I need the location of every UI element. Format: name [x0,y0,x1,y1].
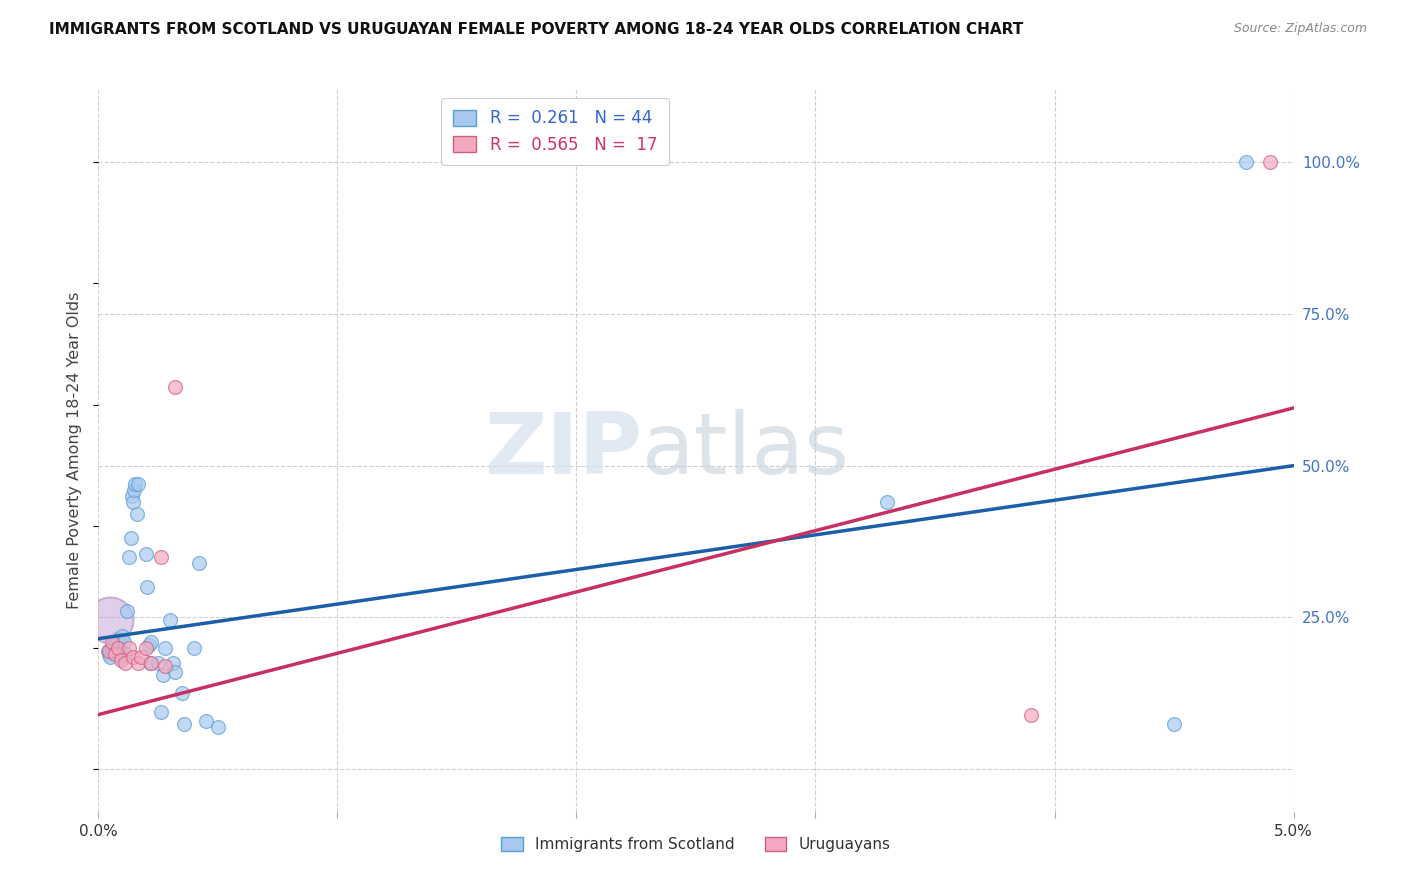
Point [118,640,141,655]
Point [152,668,174,682]
Point [136,580,159,594]
Text: ZIP: ZIP [485,409,643,492]
Y-axis label: Female Poverty Among 18-24 Year Olds: Female Poverty Among 18-24 Year Olds [67,292,83,609]
Point [187,556,209,570]
Point [155,640,177,655]
Text: IMMIGRANTS FROM SCOTLAND VS URUGUAYAN FEMALE POVERTY AMONG 18-24 YEAR OLDS CORRE: IMMIGRANTS FROM SCOTLAND VS URUGUAYAN FE… [49,22,1024,37]
Point [104,634,127,648]
Point [107,644,129,658]
Point [127,476,149,491]
Point [149,549,172,564]
Point [118,549,141,564]
Point [104,647,127,661]
Point [1019,707,1042,722]
Point [120,532,142,546]
Point [149,705,172,719]
Legend: Immigrants from Scotland, Uruguayans: Immigrants from Scotland, Uruguayans [495,830,897,858]
Point [110,653,132,667]
Point [139,656,162,670]
Point [135,547,157,561]
Point [124,483,146,497]
Point [138,638,160,652]
Point [97,644,120,658]
Point [100,634,122,648]
Point [122,495,145,509]
Point [131,649,153,664]
Point [98,649,122,664]
Point [1163,716,1185,731]
Point [172,686,194,700]
Point [110,649,132,664]
Point [135,640,157,655]
Point [195,714,218,728]
Point [207,720,229,734]
Point [114,656,136,670]
Point [98,647,121,661]
Point [163,380,186,394]
Point [98,614,122,628]
Point [139,634,162,648]
Point [183,640,205,655]
Point [1234,155,1257,169]
Point [127,656,149,670]
Point [98,644,121,658]
Point [100,640,122,655]
Point [107,632,129,646]
Point [108,647,131,661]
Point [115,604,138,618]
Point [125,507,148,521]
Point [876,495,898,509]
Point [121,489,143,503]
Text: atlas: atlas [643,409,851,492]
Point [162,656,184,670]
Point [159,614,181,628]
Point [163,665,186,679]
Point [148,656,170,670]
Point [1258,155,1281,169]
Point [107,640,129,655]
Text: Source: ZipAtlas.com: Source: ZipAtlas.com [1233,22,1367,36]
Point [101,644,124,658]
Point [124,476,146,491]
Point [173,716,195,731]
Point [112,634,135,648]
Point [139,656,162,670]
Point [114,647,136,661]
Point [103,638,125,652]
Point [122,649,145,664]
Point [155,659,177,673]
Point [111,629,134,643]
